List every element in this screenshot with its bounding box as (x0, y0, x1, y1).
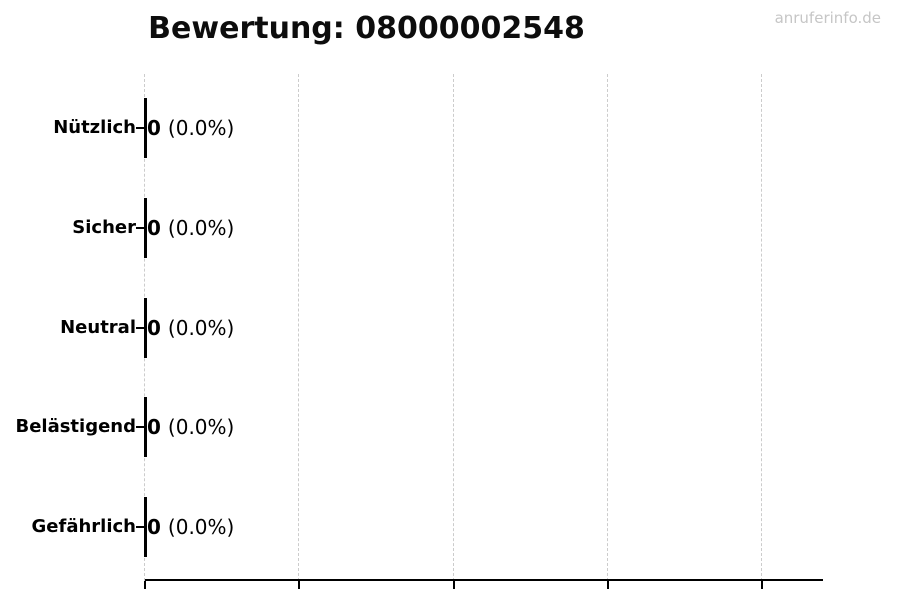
bar-value: 0 (147, 316, 161, 340)
bar-value-annotation: 0 (0.0%) (147, 496, 234, 558)
category-row-gefaehrlich: Gefährlich 0 (0.0%) (0, 496, 900, 558)
y-tick (136, 227, 145, 229)
bar-percent: (0.0%) (167, 515, 235, 539)
gridline-x-4 (761, 74, 762, 581)
x-tick-4 (761, 581, 763, 589)
category-label: Neutral (60, 317, 136, 338)
bar-belaestigend (144, 397, 147, 457)
bar-value-annotation: 0 (0.0%) (147, 197, 234, 259)
x-tick-3 (607, 581, 609, 589)
category-row-nuetzlich: Nützlich 0 (0.0%) (0, 97, 900, 159)
category-label: Sicher (72, 217, 136, 238)
bar-value-annotation: 0 (0.0%) (147, 97, 234, 159)
bar-value: 0 (147, 116, 161, 140)
category-label: Nützlich (53, 117, 136, 138)
bar-value-annotation: 0 (0.0%) (147, 297, 234, 359)
bar-value: 0 (147, 515, 161, 539)
category-row-belaestigend: Belästigend 0 (0.0%) (0, 396, 900, 458)
category-row-sicher: Sicher 0 (0.0%) (0, 197, 900, 259)
bar-percent: (0.0%) (167, 316, 235, 340)
x-axis-line (145, 579, 823, 581)
bar-percent: (0.0%) (167, 116, 235, 140)
x-tick-1 (298, 581, 300, 589)
bar-nuetzlich (144, 98, 147, 158)
watermark: anruferinfo.de (774, 9, 881, 27)
y-tick (136, 327, 145, 329)
category-label: Gefährlich (31, 516, 136, 537)
category-row-neutral: Neutral 0 (0.0%) (0, 297, 900, 359)
chart-title: Bewertung: 08000002548 (148, 11, 585, 46)
bar-value-annotation: 0 (0.0%) (147, 396, 234, 458)
bar-gefaehrlich (144, 497, 147, 557)
x-tick-2 (453, 581, 455, 589)
category-label: Belästigend (15, 416, 136, 437)
x-tick-0 (144, 581, 146, 589)
gridline-x-3 (607, 74, 608, 581)
y-tick (136, 426, 145, 428)
gridline-x-2 (453, 74, 454, 581)
bar-neutral (144, 298, 147, 358)
bar-sicher (144, 198, 147, 258)
bar-value: 0 (147, 415, 161, 439)
bar-value: 0 (147, 216, 161, 240)
bar-percent: (0.0%) (167, 415, 235, 439)
gridline-x-1 (298, 74, 299, 581)
y-tick (136, 526, 145, 528)
y-tick (136, 127, 145, 129)
bar-percent: (0.0%) (167, 216, 235, 240)
